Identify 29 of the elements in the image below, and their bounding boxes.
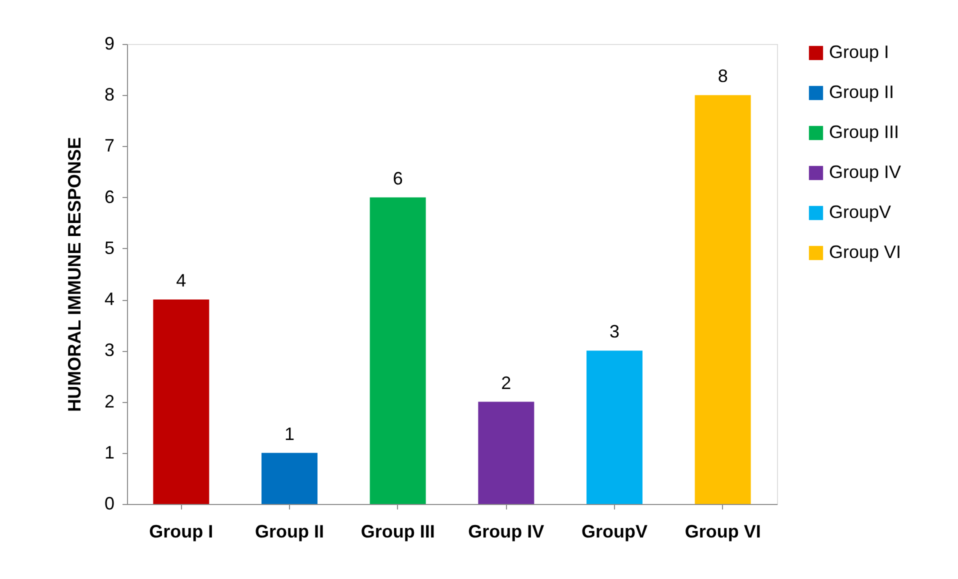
y-tick-label: 5 xyxy=(104,238,114,258)
x-tick-label: Group VI xyxy=(684,522,761,542)
data-label: 8 xyxy=(718,66,728,86)
y-tick-label: 3 xyxy=(104,340,114,360)
data-label: 4 xyxy=(176,270,186,291)
x-tick-label: Group III xyxy=(360,522,435,542)
data-label: 2 xyxy=(501,372,512,393)
y-tick-label: 7 xyxy=(104,136,114,156)
y-tick-label: 0 xyxy=(104,494,114,514)
x-tick-label: Group IV xyxy=(468,522,544,542)
legend-label: Group II xyxy=(829,82,894,102)
y-tick-label: 1 xyxy=(104,442,114,462)
y-tick-label: 6 xyxy=(104,186,114,207)
y-axis-title: HUMORAL IMMUNE RESPONSE xyxy=(64,137,84,412)
x-tick-label: GroupV xyxy=(582,522,648,542)
x-tick-label: Group I xyxy=(149,522,214,542)
legend-label: Group I xyxy=(829,42,890,62)
y-tick-label: 4 xyxy=(104,289,114,310)
legend-label: Group III xyxy=(829,122,900,142)
x-tick-label: Group II xyxy=(255,522,324,542)
legend-label: Group IV xyxy=(829,162,902,182)
y-tick-label: 9 xyxy=(104,34,114,54)
legend-label: Group VI xyxy=(829,242,902,262)
y-tick-label: 8 xyxy=(104,84,114,105)
y-tick-label: 2 xyxy=(104,391,114,412)
data-label: 3 xyxy=(609,322,620,342)
data-label: 6 xyxy=(392,168,403,188)
data-label: 1 xyxy=(284,424,295,444)
legend-label: GroupV xyxy=(829,202,892,222)
